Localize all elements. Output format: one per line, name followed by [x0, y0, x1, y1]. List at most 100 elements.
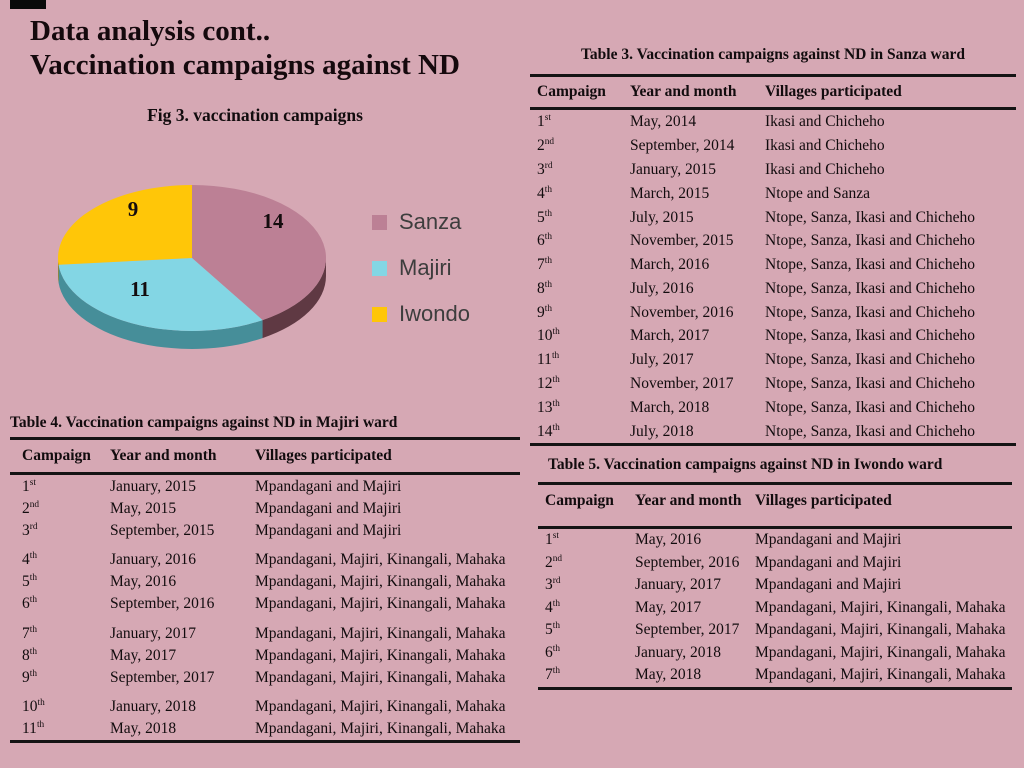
- campaign-cell: 4th: [22, 550, 37, 568]
- villages-cell: Mpandagani, Majiri, Kinangali, Mahaka: [255, 698, 506, 715]
- table-row: 11th July, 2017 Ntope, Sanza, Ikasi and Ch…: [530, 348, 1016, 372]
- table-row: 1st May, 2014 Ikasi and Chicheho: [530, 109, 1016, 134]
- pie-slice: [192, 185, 327, 321]
- date-cell: January, 2015: [110, 477, 196, 495]
- campaign-cell: 6th: [545, 643, 560, 661]
- slide-title-line2: Vaccination campaigns against ND: [30, 49, 460, 81]
- table-row: 3rd January, 2017 Mpandagani and Majiri: [538, 574, 1012, 597]
- figure-caption: Fig 3. vaccination campaigns: [147, 105, 363, 125]
- legend-item-majiri: Majiri: [372, 256, 470, 280]
- campaign-cell: 3rd: [545, 575, 561, 593]
- villages-cell: Mpandagani and Majiri: [755, 576, 902, 593]
- campaign-cell: 2nd: [537, 137, 555, 155]
- table-row: 5th September, 2017 Mpandagani, Majiri, Ki…: [538, 619, 1012, 642]
- villages-cell: Mpandagani, Majiri, Kinangali, Mahaka: [755, 598, 1006, 616]
- legend-swatch-sanza-icon: [372, 214, 387, 230]
- table-row: 8th July, 2016 Ntope, Sanza, Ikasi and Chi…: [530, 276, 1016, 300]
- date-cell: May, 2014: [630, 113, 697, 131]
- date-cell: May, 2016: [110, 573, 177, 590]
- table-row: 12th November, 2017 Ntope, Sanza, Ikasi an…: [530, 372, 1016, 396]
- table-row: 4th May, 2017 Mpandagani, Majiri, Kinangal…: [538, 597, 1012, 620]
- campaign-cell: 5th: [22, 572, 37, 590]
- campaign-cell: 2nd: [22, 499, 40, 517]
- table-row: 9th November, 2016 Ntope, Sanza, Ikasi and…: [530, 300, 1016, 324]
- date-cell: July, 2015: [630, 208, 694, 226]
- table-row: 2nd September, 2014 Ikasi and Chicheho: [530, 134, 1016, 158]
- pie-label-iwondo: 9: [127, 197, 139, 221]
- date-cell: September, 2016: [110, 595, 215, 612]
- table-row: 6th November, 2015 Ntope, Sanza, Ikasi and…: [530, 229, 1016, 253]
- campaign-cell: 6th: [537, 232, 552, 250]
- table-row: 10th January, 2018 Mpandagani, Majiri, Kin…: [10, 688, 520, 718]
- villages-cell: Mpandagani and Majiri: [755, 553, 902, 571]
- table-sanza-ward: Table 3. Vaccination campaigns against N…: [530, 45, 1016, 446]
- slide-title: Data analysis cont.. Vaccination campaig…: [30, 14, 460, 82]
- legend-item-sanza: Sanza: [372, 210, 470, 234]
- pie-slice-side: [57, 258, 59, 283]
- villages-cell: Mpandagani and Majiri: [755, 531, 902, 548]
- campaign-cell: 4th: [545, 598, 560, 616]
- column-header: Villages participated: [755, 483, 1012, 529]
- table-iwondo-ward: Table 5. Vaccination campaigns against N…: [538, 455, 1012, 690]
- date-cell: September, 2014: [630, 137, 735, 155]
- pie-slice: [58, 258, 263, 332]
- villages-cell: Mpandagani, Majiri, Kinangali, Mahaka: [255, 595, 506, 612]
- date-cell: January, 2017: [110, 624, 196, 642]
- campaign-cell: 10th: [537, 327, 560, 345]
- legend-swatch-iwondo-icon: [372, 306, 387, 322]
- table-row: 9th September, 2017 Mpandagani, Majiri, Ki…: [10, 666, 520, 688]
- table-row: 10th March, 2017 Ntope, Sanza, Ikasi and C…: [530, 324, 1016, 348]
- campaign-cell: 3rd: [537, 160, 553, 178]
- table-row: 7th March, 2016 Ntope, Sanza, Ikasi and Ch…: [530, 253, 1016, 277]
- date-cell: January, 2016: [110, 551, 196, 568]
- villages-cell: Ikasi and Chicheho: [765, 160, 885, 178]
- table-row: 11th May, 2018 Mpandagani, Majiri, Kinanga…: [10, 718, 520, 742]
- campaign-cell: 13th: [537, 398, 560, 416]
- date-cell: September, 2015: [110, 521, 215, 539]
- legend-swatch-majiri-icon: [372, 260, 387, 276]
- table-row: 1st January, 2015 Mpandagani and Majiri: [10, 474, 520, 498]
- column-header: Year and month: [635, 483, 755, 529]
- date-cell: May, 2017: [110, 646, 177, 664]
- villages-cell: Ntope, Sanza, Ikasi and Chicheho: [765, 279, 976, 297]
- chart-legend: Sanza Majiri Iwondo: [372, 210, 470, 348]
- table-row: 7th May, 2018 Mpandagani, Majiri, Kinangal…: [538, 664, 1012, 688]
- table-row: 5th July, 2015 Ntope, Sanza, Ikasi and Chi…: [530, 205, 1016, 229]
- table-row: 5th May, 2016 Mpandagani, Majiri, Kinangal…: [10, 571, 520, 593]
- villages-cell: Ntope and Sanza: [765, 184, 871, 202]
- villages-cell: Ntope, Sanza, Ikasi and Chicheho: [765, 351, 976, 369]
- table-row: 7th January, 2017 Mpandagani, Majiri, Kina…: [10, 615, 520, 645]
- campaign-cell: 1st: [545, 530, 559, 548]
- villages-cell: Ikasi and Chicheho: [765, 137, 885, 155]
- villages-cell: Ntope, Sanza, Ikasi and Chicheho: [765, 422, 976, 440]
- date-cell: September, 2017: [110, 668, 215, 686]
- table-row: 14th July, 2018 Ntope, Sanza, Ikasi and Ch…: [530, 419, 1016, 444]
- villages-cell: Mpandagani and Majiri: [255, 521, 402, 539]
- campaign-cell: 1st: [22, 477, 36, 495]
- table-row: 4th January, 2016 Mpandagani, Majiri, Kina…: [10, 541, 520, 571]
- table-row: 6th September, 2016 Mpandagani, Majiri, Ki…: [10, 593, 520, 615]
- slide-title-line1: Data analysis cont..: [30, 15, 271, 47]
- column-header: Year and month: [110, 438, 255, 475]
- legend-label-majiri: Majiri: [399, 255, 452, 280]
- table-row: 6th January, 2018 Mpandagani, Majiri, Kina…: [538, 642, 1012, 665]
- table-header-row: Campaign Year and month Villages participa…: [10, 438, 520, 475]
- legend-label-iwondo: Iwondo: [399, 301, 470, 326]
- date-cell: July, 2016: [630, 279, 694, 297]
- villages-cell: Ntope, Sanza, Ikasi and Chicheho: [765, 232, 976, 250]
- date-cell: May, 2018: [110, 720, 177, 737]
- campaign-cell: 7th: [22, 624, 37, 642]
- pie-slice-side: [58, 264, 263, 350]
- campaign-cell: 6th: [22, 594, 37, 612]
- column-header: Villages participated: [765, 75, 1016, 110]
- column-header: Campaign: [10, 438, 110, 475]
- column-header: Campaign: [530, 75, 630, 110]
- date-cell: November, 2015: [630, 232, 734, 250]
- data-table: Campaign Year and month Villages participa…: [530, 74, 1016, 446]
- legend-label-sanza: Sanza: [399, 209, 462, 234]
- campaign-cell: 8th: [22, 646, 37, 664]
- date-cell: January, 2017: [635, 576, 721, 593]
- date-cell: July, 2017: [630, 351, 694, 369]
- pie-chart-area: [40, 170, 340, 370]
